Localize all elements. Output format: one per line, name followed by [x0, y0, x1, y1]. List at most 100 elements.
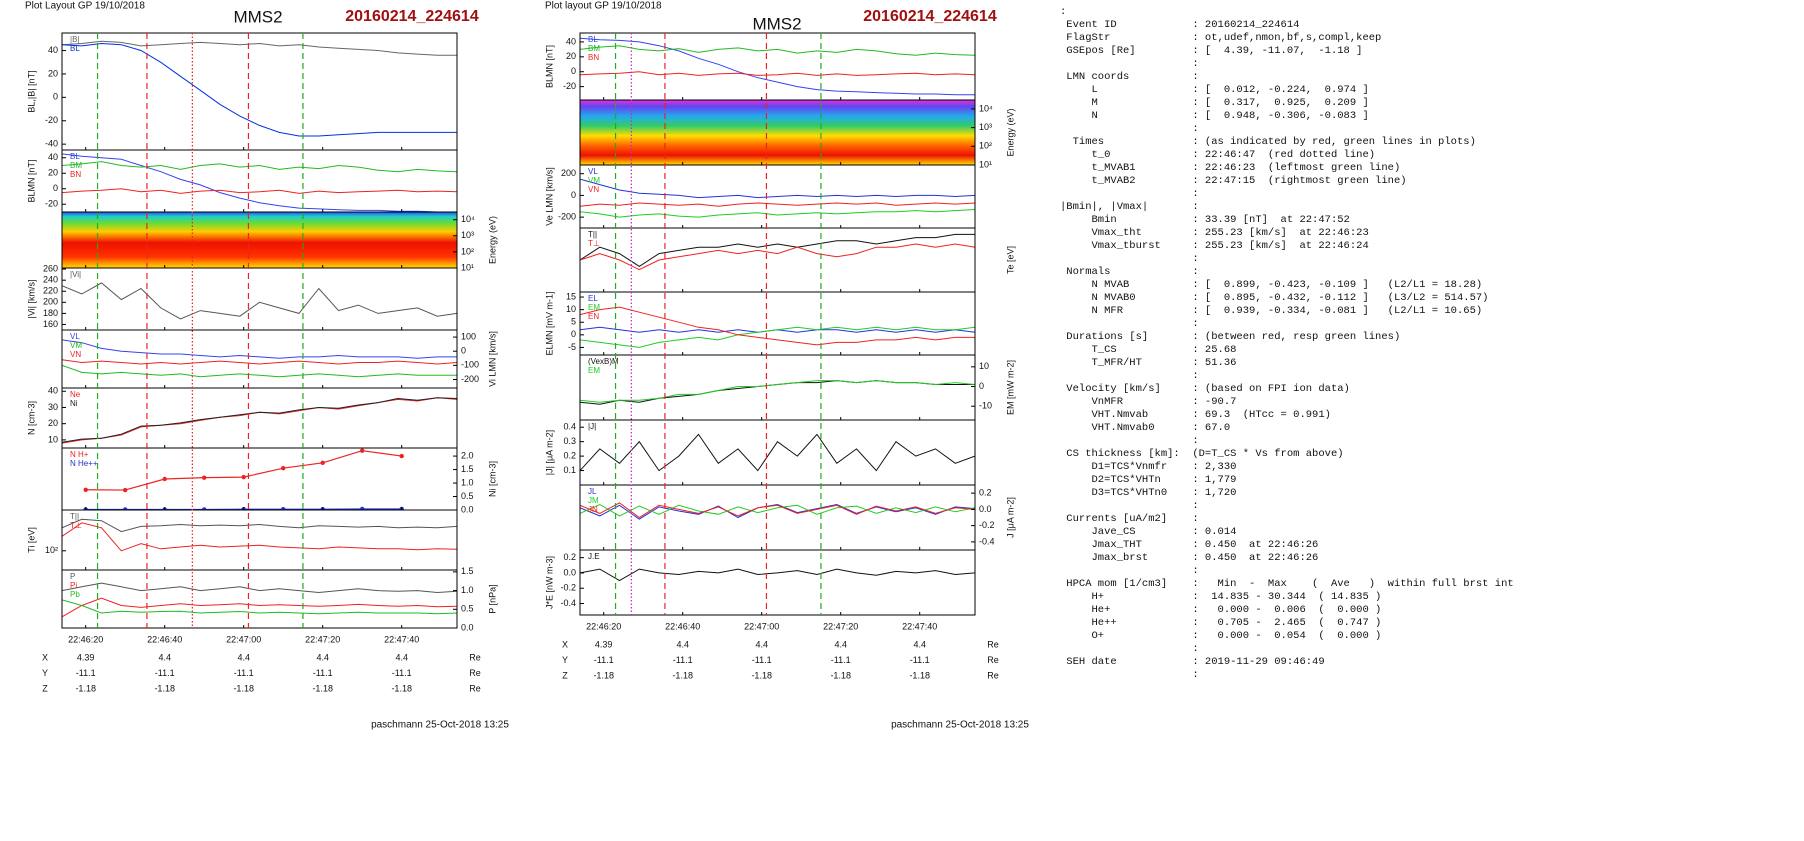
series-line: [62, 188, 457, 194]
y-axis-label: |Vi| [km/s]: [26, 279, 36, 318]
legend-label: BL: [588, 35, 598, 44]
data-point: [202, 507, 207, 510]
y-tick-label: 20: [566, 51, 576, 61]
series-group: [580, 568, 975, 582]
y-axis-label: Ti [eV]: [26, 527, 36, 553]
panel-frame: [579, 549, 976, 616]
y-tick-label: 20: [48, 168, 58, 178]
panel: J.E -0.4 -0.2 0.0 0.2 J*E [nW m-3]: [544, 549, 976, 616]
position-label: Z: [42, 683, 48, 693]
legend-label: |Vi|: [70, 270, 81, 279]
y-tick-label: 0.0: [461, 622, 474, 632]
position-value: 4.4: [834, 639, 847, 649]
y-tick-label: 30: [48, 402, 58, 412]
info-line: Vmax_tht : 255.23 [km/s] at 22:46:23: [1060, 227, 1369, 239]
y-tick-label: 0.0: [563, 567, 576, 577]
x-tick-label: 22:47:20: [305, 634, 340, 644]
panel-frame: [579, 32, 976, 101]
y-tick-label: 0.5: [461, 491, 474, 501]
panel-frame: [61, 509, 458, 571]
info-line: t_MVAB1 : 22:46:23 (leftmost green line): [1060, 162, 1401, 174]
panel-frame: [61, 447, 458, 511]
series-group: [83, 448, 404, 510]
series-line: [580, 306, 975, 346]
y-tick-label: 220: [43, 286, 58, 296]
position-value: -11.1: [673, 655, 693, 665]
y-tick-label: 180: [43, 308, 58, 318]
info-line: Event ID : 20160214_224614: [1060, 19, 1300, 31]
panel: (VexB)MEM -10 0 10 EM [mW m-2]: [579, 354, 1015, 421]
y-tick-label: 20: [48, 418, 58, 428]
legend-label: EN: [588, 312, 599, 321]
position-value: -11.1: [76, 668, 96, 678]
info-line: Times : (as indicated by red, green line…: [1060, 136, 1476, 148]
data-point: [281, 506, 286, 510]
plots: Plot Layout GP 19/10/2018 MMS2 20160214_22…: [25, 1, 1029, 731]
x-tick-label: 22:47:40: [384, 634, 419, 644]
position-label: Y: [42, 668, 48, 678]
legend-label: BL: [70, 152, 80, 161]
y-axis-label: BL,|B| [nT]: [26, 70, 36, 112]
info-line: Currents [uA/m2] :: [1060, 513, 1199, 525]
info-line: O+ : 0.000 - 0.054 ( 0.000 ): [1060, 630, 1382, 642]
position-value: -1.18: [593, 670, 614, 680]
position-value: -11.1: [910, 655, 930, 665]
info-line: T_CS : 25.68: [1060, 344, 1237, 356]
x-tick-label: 22:46:40: [665, 621, 700, 631]
event-id: 20160214_224614: [345, 8, 479, 25]
series-line: [580, 243, 975, 271]
position-label: X: [42, 652, 48, 662]
position-label: Y: [562, 655, 568, 665]
series-line: [62, 40, 457, 56]
data-point: [162, 476, 167, 482]
y-tick-label: 0.1: [563, 465, 576, 475]
position-unit: Re: [469, 668, 481, 678]
panel: 10¹ 10² 10³ 10⁴ Energy (eV): [579, 99, 1015, 169]
data-point: [83, 487, 88, 492]
x-tick-label: 22:46:20: [586, 621, 621, 631]
legend-label: T||: [70, 512, 79, 521]
legend-label: VN: [588, 185, 599, 194]
position-value: 4.4: [158, 652, 171, 662]
data-point: [241, 474, 246, 480]
legend-label: EM: [588, 366, 600, 375]
y-tick-label: -0.2: [979, 520, 995, 530]
info-line: He+ : 0.000 - 0.006 ( 0.000 ): [1060, 604, 1382, 616]
legend-label: VL: [70, 332, 80, 341]
position-value: -11.1: [594, 655, 614, 665]
x-tick-label: 22:47:20: [823, 621, 858, 631]
info-line: Jmax_THT : 0.450 at 22:46:26: [1060, 539, 1319, 551]
info-line: :: [1060, 253, 1199, 265]
series-line: [580, 503, 975, 520]
y-tick-label: 5: [571, 317, 576, 327]
y-tick-label: 10²: [461, 246, 474, 256]
legend-label: Ne: [70, 390, 81, 399]
x-tick-label: 22:47:00: [226, 634, 261, 644]
info-line: :: [1060, 565, 1199, 577]
event-id: 20160214_224614: [863, 8, 997, 25]
legend-label: BL: [70, 44, 80, 53]
data-point: [281, 466, 286, 471]
series-line: [580, 45, 975, 56]
y-tick-label: 1.5: [461, 566, 474, 576]
legend-label: BM: [588, 44, 600, 53]
y-tick-label: 0: [979, 381, 984, 391]
position-value: -11.1: [392, 668, 412, 678]
info-line: M : [ 0.317, 0.925, 0.209 ]: [1060, 97, 1369, 109]
y-tick-label: 160: [43, 319, 58, 329]
info-line: D2=TCS*VHTn : 1,779: [1060, 474, 1237, 486]
series-line: [62, 153, 457, 212]
info-line: T_MFR/HT : 51.36: [1060, 357, 1237, 369]
position-value: -1.18: [391, 683, 412, 693]
info-line: Jave_CS : 0.014: [1060, 526, 1237, 538]
info-line: Durations [s] : (between red, resp green…: [1060, 331, 1401, 343]
panel-frame: [61, 569, 458, 629]
legend-label: Pb: [70, 590, 80, 599]
series-group: [62, 397, 457, 444]
series-line: [62, 518, 457, 533]
position-value: -11.1: [752, 655, 772, 665]
y-tick-label: 0.0: [979, 504, 992, 514]
info-line: :: [1060, 58, 1199, 70]
